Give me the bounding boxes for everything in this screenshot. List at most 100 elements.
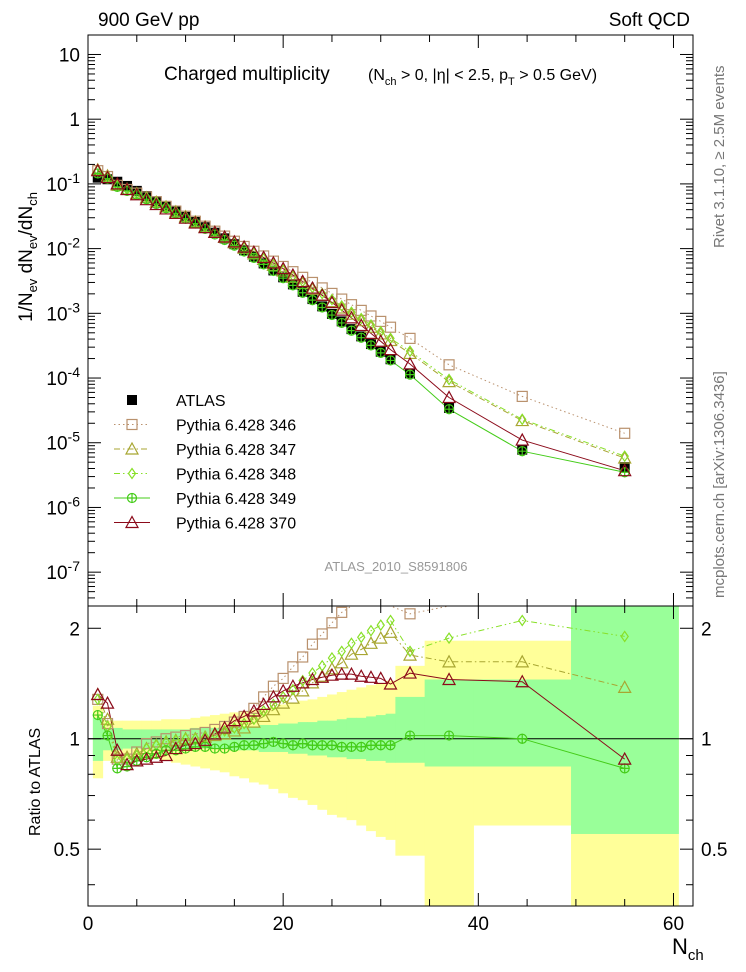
- main-ytick-label: 10: [59, 45, 80, 66]
- main-point-1: [619, 427, 631, 439]
- ratio-point-3: [93, 693, 102, 706]
- side-rivet-text: Rivet 3.1.10, ≥ 2.5M events: [711, 66, 728, 249]
- main-point-5: [120, 182, 135, 196]
- ratio-point-4-cross: [219, 743, 230, 754]
- ratio-band-green: [375, 715, 387, 761]
- header-energy: 900 GeV pp: [98, 10, 199, 31]
- main-point-4-cross: [405, 369, 416, 380]
- ratio-point-5: [139, 751, 154, 765]
- ratio-point-3: [347, 637, 356, 650]
- ratio-point-4-cross: [307, 740, 318, 751]
- ratio-point-4: [346, 741, 357, 752]
- ratio-point-4-cross: [444, 730, 455, 741]
- ratio-point-4: [385, 740, 396, 751]
- main-point-5: [149, 197, 164, 211]
- ratio-point-4-cross: [287, 740, 298, 751]
- ratio-point-5: [334, 666, 349, 680]
- main-point-4-cross: [444, 404, 455, 415]
- ratio-band-green: [571, 606, 679, 834]
- main-point-5: [344, 310, 359, 324]
- ratio-panel: 0.5 0.51 12 20 20 40 60 Ratio to ATLAS Nch: [27, 605, 727, 964]
- main-point-4-cross: [229, 240, 240, 251]
- main-data-layer: [90, 162, 632, 478]
- legend-label-0: ATLAS: [176, 393, 226, 410]
- ratio-point-2: [285, 690, 300, 704]
- main-point-5: [110, 176, 125, 190]
- ratio-band-green: [297, 722, 309, 754]
- ratio-point-4-cross: [200, 741, 211, 752]
- main-point-4-cross: [287, 280, 298, 291]
- ratio-point-4: [268, 736, 279, 748]
- ratio-point-4: [278, 738, 289, 749]
- main-point-3: [347, 306, 356, 319]
- main-point-1: [326, 287, 338, 300]
- ratio-point-5: [100, 695, 115, 709]
- main-point-4-cross: [385, 355, 396, 366]
- ratio-ylabel: Ratio to ATLAS: [27, 728, 44, 836]
- main-point-5: [217, 229, 232, 243]
- ratio-point-4-cross: [326, 740, 337, 751]
- ratio-point-1: [258, 691, 270, 703]
- ratio-point-4: [239, 740, 250, 751]
- main-point-4-cross: [356, 332, 367, 343]
- main-point-1: [404, 332, 416, 344]
- ratio-point-4-cross: [112, 763, 123, 774]
- ratio-point-5: [129, 753, 144, 767]
- main-point-5: [129, 187, 144, 201]
- ratio-point-4: [112, 763, 123, 774]
- main-point-4: [258, 259, 269, 270]
- ratio-point-3: [337, 645, 346, 658]
- main-ytick-label: 10-7: [46, 558, 80, 584]
- ratio-point-2: [100, 711, 115, 725]
- ratio-point-3: [269, 698, 278, 711]
- main-point-3: [376, 325, 385, 338]
- main-point-5: [256, 250, 271, 264]
- ratio-point-4: [375, 740, 386, 751]
- ratio-point-1: [228, 716, 240, 728]
- ratio-point-4: [326, 740, 338, 751]
- ratio-point-3: [230, 721, 239, 734]
- ratio-point-4-cross: [278, 738, 289, 749]
- main-point-4-cross: [248, 252, 259, 263]
- main-point-5: [276, 261, 291, 275]
- main-ylabel: 1/Nev dNev/dNch: [16, 192, 40, 322]
- main-point-4: [287, 280, 299, 291]
- ratio-point-3: [308, 667, 317, 680]
- ratio-point-4: [443, 730, 455, 741]
- ratio-point-4-cross: [268, 736, 279, 747]
- ratio-point-4-cross: [385, 740, 396, 751]
- ratio-point-5: [442, 672, 457, 686]
- main-point-5: [285, 267, 300, 281]
- ratio-point-1: [404, 608, 416, 620]
- legend-label-3: Pythia 6.428 348: [176, 467, 296, 484]
- main-point-3: [405, 345, 415, 358]
- main-point-4: [385, 355, 396, 366]
- ratio-point-2: [515, 654, 530, 668]
- main-point-5: [305, 280, 320, 294]
- legend: ATLAS Pythia 6.428 346 Pythia 6.428 347 Pyt…: [114, 393, 296, 533]
- ratio-xtick-label: 20: [273, 914, 294, 935]
- legend-marker-4: [126, 492, 138, 504]
- legend-marker-3: [127, 467, 137, 480]
- ratio-point-4: [248, 740, 259, 751]
- ratio-point-5: [305, 672, 320, 686]
- main-point-3: [337, 299, 346, 312]
- main-point-5: [198, 220, 213, 234]
- ratio-point-5: [159, 748, 174, 762]
- main-point-3: [317, 287, 327, 300]
- main-point-5: [617, 463, 632, 477]
- main-title: Charged multiplicity: [164, 64, 330, 85]
- ratio-point-3: [366, 624, 376, 637]
- ratio-ytick-label: 2: [69, 619, 80, 640]
- ratio-point-4: [336, 741, 347, 752]
- ratio-point-5: [198, 733, 213, 746]
- ratio-point-2: [442, 654, 457, 668]
- main-point-5: [373, 334, 388, 347]
- main-point-5: [295, 274, 310, 288]
- atlas-point: [112, 176, 123, 187]
- ratio-point-2: [276, 695, 291, 709]
- ratio-axes: 0.5 0.51 12 20 20 40 60: [54, 606, 727, 935]
- legend-marker-4-cross: [127, 493, 137, 503]
- ratio-point-3: [405, 645, 415, 658]
- ratio-point-4: [219, 743, 230, 754]
